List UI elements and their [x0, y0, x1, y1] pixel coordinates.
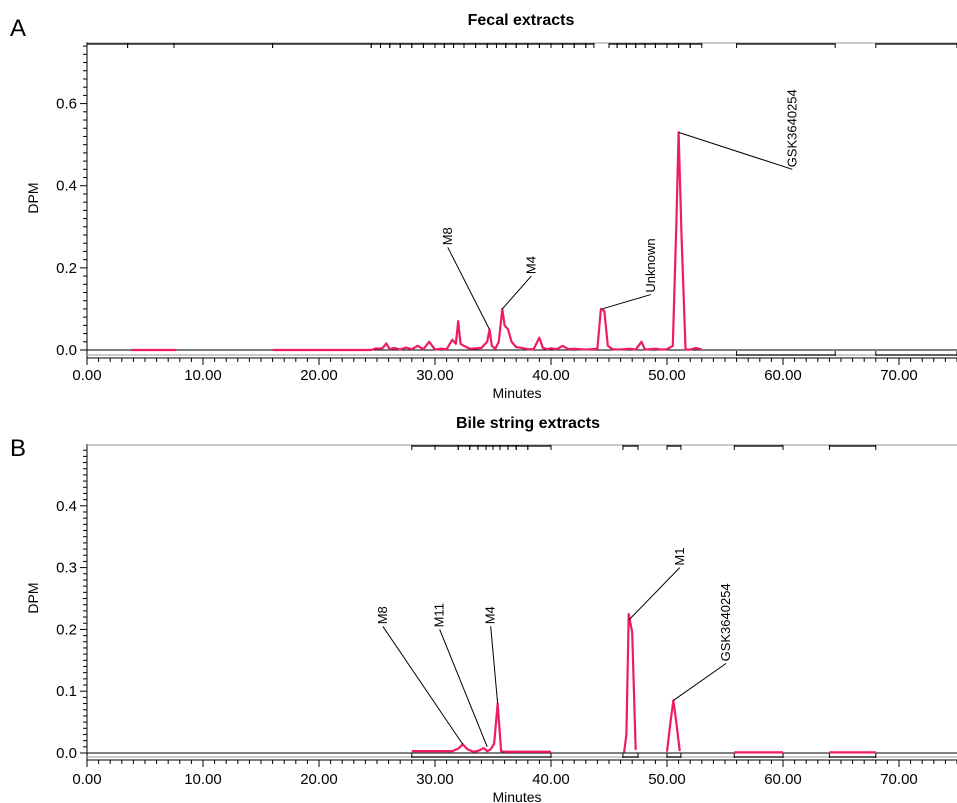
- annotation-leader: [673, 662, 727, 701]
- plot-area-b: 0.00 10.00 20.00 30.00 40.00 50.00 60.00 70.00 0…: [56, 444, 957, 788]
- annotation-leader: [501, 275, 532, 310]
- y-tick-label: 0.1: [56, 683, 77, 700]
- peak-label: GSK3640254: [784, 89, 799, 167]
- x-tick-label: 0.00: [72, 771, 101, 788]
- trace-line: [665, 699, 681, 752]
- x-axis-label-b: Minutes: [492, 789, 541, 803]
- panel-b: B Bile string extracts DPM Minutes 0.00 1…: [10, 415, 957, 803]
- panel-letter-a: A: [10, 15, 26, 42]
- annotation-leader: [490, 626, 499, 704]
- trace-line: [411, 702, 551, 753]
- panel-a: A Fecal extracts DPM Minutes 0.00 10.00 20…: [10, 12, 957, 401]
- x-axis-label-a: Minutes: [492, 385, 541, 401]
- peak-label: M4: [483, 606, 498, 624]
- chart-title-b: Bile string extracts: [456, 415, 600, 432]
- y-axis-label-b: DPM: [25, 582, 41, 613]
- annotation-leader: [439, 629, 488, 748]
- x-tick-label: 30.00: [416, 367, 454, 384]
- peak-label: M11: [432, 603, 447, 627]
- y-tick-label: 0.2: [56, 260, 77, 277]
- y-tick-label: 0.0: [56, 745, 77, 762]
- peak-label: M8: [440, 227, 455, 245]
- annotation-leader: [628, 567, 681, 621]
- x-tick-label: 60.00: [764, 367, 802, 384]
- annotation-leader: [678, 131, 793, 170]
- y-axis-label-a: DPM: [25, 182, 41, 213]
- peak-label: M1: [672, 548, 687, 566]
- trace-line: [272, 131, 703, 352]
- annotation-leader: [601, 294, 651, 310]
- x-tick-label: 70.00: [880, 771, 918, 788]
- y-tick-label: 0.4: [56, 498, 77, 515]
- annotation-leader: [382, 626, 464, 745]
- y-tick-label: 0.4: [56, 178, 77, 195]
- trace-line: [622, 612, 637, 753]
- x-tick-label: 50.00: [648, 771, 686, 788]
- y-tick-label: 0.6: [56, 96, 77, 113]
- panel-letter-b: B: [10, 435, 26, 462]
- peak-label: M4: [523, 256, 538, 274]
- peak-label: M8: [375, 606, 390, 624]
- x-tick-label: 50.00: [648, 367, 686, 384]
- chart-title-a: Fecal extracts: [468, 12, 575, 29]
- x-tick-label: 20.00: [300, 771, 338, 788]
- y-tick-label: 0.3: [56, 560, 77, 577]
- x-tick-label: 60.00: [764, 771, 802, 788]
- plot-area-a: 0.00 10.00 20.00 30.00 40.00 50.00 60.00 70.00 0…: [56, 42, 957, 384]
- x-tick-label: 70.00: [880, 367, 918, 384]
- x-tick-label: 30.00: [416, 771, 454, 788]
- y-tick-label: 0.0: [56, 342, 77, 359]
- x-tick-label: 40.00: [532, 771, 570, 788]
- x-tick-label: 10.00: [184, 367, 222, 384]
- x-tick-label: 0.00: [72, 367, 101, 384]
- x-tick-label: 20.00: [300, 367, 338, 384]
- annotation-leader: [447, 247, 490, 330]
- peak-label: GSK3640254: [718, 583, 733, 661]
- x-tick-label: 10.00: [184, 771, 222, 788]
- y-tick-label: 0.2: [56, 621, 77, 638]
- x-tick-label: 40.00: [532, 367, 570, 384]
- peak-label: Unknown: [643, 238, 658, 292]
